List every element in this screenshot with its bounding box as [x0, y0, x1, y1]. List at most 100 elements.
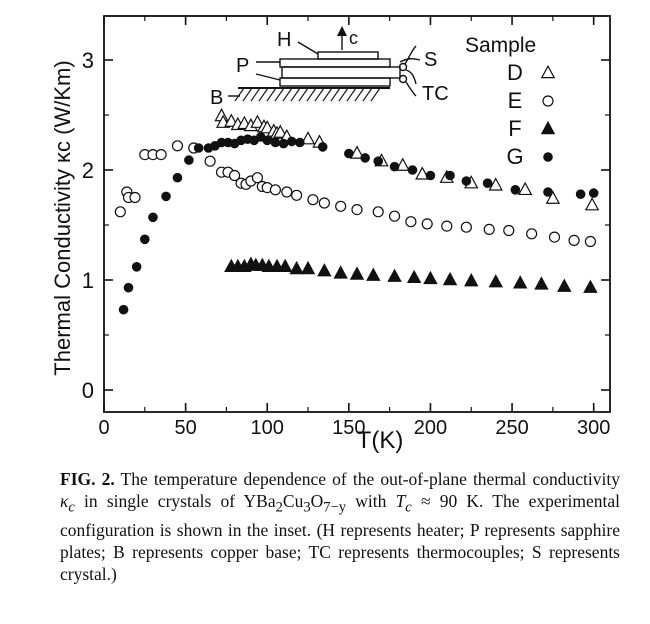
data-point-g: [286, 136, 297, 147]
data-point-d: [584, 197, 600, 211]
y-tick-label: 3: [82, 48, 94, 73]
data-point-f: [423, 270, 438, 285]
data-point-e: [441, 220, 453, 232]
x-tick-label: 100: [251, 417, 284, 439]
caption-tc-sub: c: [405, 499, 412, 516]
y-tick-label: 0: [82, 378, 94, 403]
data-point-f: [464, 273, 479, 287]
inset-label-base: B: [210, 87, 223, 109]
sapphire-plate-bottom: [279, 77, 391, 87]
data-point-f: [583, 279, 598, 293]
data-point-e: [548, 231, 561, 243]
caption-ybco-sub-1: 2: [275, 499, 283, 516]
data-point-e: [318, 197, 330, 209]
hatch-stroke: [250, 87, 261, 102]
hatch-stroke: [330, 87, 341, 102]
data-point-f: [300, 260, 316, 275]
data-point-g: [373, 156, 384, 166]
data-point-d: [250, 114, 265, 128]
data-point-e: [421, 218, 433, 230]
data-point-g: [588, 188, 599, 198]
c-axis-arrowhead-icon: [337, 26, 347, 36]
caption-text-2: in single crystals of YBa: [74, 491, 276, 511]
plot-frame: [103, 15, 611, 413]
data-point-f: [406, 269, 422, 284]
thermocouple-wire-2: [405, 69, 417, 85]
x-tick-label: 300: [577, 417, 610, 439]
caption-ybco-sub-2: 3: [303, 499, 311, 516]
data-point-f: [349, 266, 365, 280]
data-point-g: [344, 148, 354, 159]
data-point-e: [171, 140, 184, 152]
hatch-stroke: [298, 87, 309, 102]
data-point-f: [333, 265, 348, 279]
hatch-stroke: [266, 87, 277, 102]
data-point-f: [366, 267, 381, 281]
legend-label-e: E: [508, 88, 523, 113]
inset-label-c-axis: c: [349, 28, 358, 48]
hatch-stroke: [346, 87, 357, 102]
data-points: [114, 108, 600, 315]
thermocouple-wire-3: [405, 81, 417, 97]
data-point-e: [526, 228, 538, 240]
inset-label-thermocouples: TC: [422, 83, 449, 105]
data-point-e: [335, 200, 347, 212]
data-point-g: [295, 137, 305, 148]
data-point-e: [291, 189, 303, 201]
crystal-block: [281, 66, 401, 79]
hatch-stroke: [354, 87, 365, 102]
data-point-g: [389, 161, 400, 172]
data-point-g: [270, 137, 281, 148]
inset-label-plates: P: [236, 55, 249, 77]
hatch-stroke: [290, 87, 301, 102]
legend-marker-f: [540, 120, 556, 135]
legend-label-g: G: [506, 144, 523, 169]
y-tick-label: 1: [82, 268, 94, 293]
legend-marker-d: [540, 64, 556, 79]
data-point-d: [273, 124, 288, 138]
hatch-stroke: [370, 87, 381, 102]
legend-marker-g: [543, 152, 553, 162]
data-point-d: [349, 145, 365, 159]
y-axis-label: Thermal Conductivity κc (W/Km): [50, 60, 75, 375]
data-point-g: [407, 165, 418, 175]
sapphire-plate-top: [279, 58, 391, 68]
caption-ybco-mid: Cu: [282, 491, 304, 511]
data-point-d: [545, 190, 561, 204]
data-point-e: [460, 221, 472, 233]
caption-tc: T: [395, 491, 406, 511]
series-d: [214, 108, 600, 211]
caption-ybco-o: O: [310, 491, 324, 511]
data-point-d: [300, 131, 316, 145]
data-point-d: [415, 166, 430, 180]
axes: [103, 15, 611, 413]
data-point-g: [148, 212, 158, 223]
data-point-g: [543, 187, 553, 197]
caption-kappa-sub: c: [68, 499, 75, 516]
legend-marker-e: [542, 95, 554, 107]
hatch-stroke: [234, 87, 245, 102]
data-point-f: [557, 278, 572, 292]
data-point-g: [445, 170, 455, 181]
data-point-f: [277, 258, 293, 273]
hatch-stroke: [322, 87, 333, 102]
data-point-e: [584, 235, 597, 248]
data-point-e: [307, 194, 319, 206]
data-point-e: [269, 184, 281, 196]
hatch-stroke: [306, 87, 317, 102]
hatch-stroke: [274, 87, 285, 102]
data-point-e: [388, 210, 401, 222]
hatch-stroke: [242, 87, 253, 102]
copper-base-hatch: [234, 87, 381, 102]
data-point-g: [360, 153, 370, 163]
data-point-g: [262, 135, 273, 146]
data-point-g: [172, 172, 183, 183]
hatch-stroke: [282, 87, 293, 102]
data-point-f: [442, 271, 458, 286]
caption-ybco-sub-3: 7−y: [323, 499, 347, 516]
thermal-conductivity-chart: 0 50 100 150 200 250 300 0 1 2 3 T(K) Thermal Cond…: [50, 15, 611, 454]
data-point-e: [114, 206, 126, 218]
data-point-f: [488, 274, 503, 288]
inset-label-crystal: S: [424, 49, 437, 71]
